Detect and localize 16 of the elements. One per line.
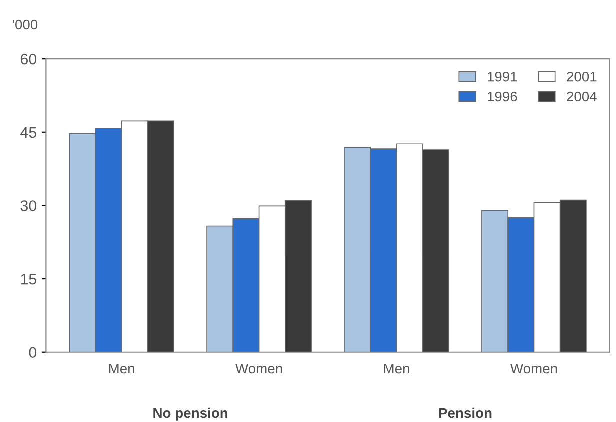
legend-label: 1996: [488, 92, 518, 102]
legend-label: 1991: [488, 72, 518, 82]
x-tick-label: Men: [109, 364, 134, 374]
y-tick-label: 30: [20, 200, 37, 212]
x-tick-label: Men: [384, 364, 410, 374]
x-tick-label: Women: [236, 364, 282, 374]
y-axis-title: '000: [13, 20, 38, 30]
x-tick-label: Women: [510, 364, 558, 374]
y-tick-label: 60: [20, 54, 37, 65]
text: No pension: [154, 408, 228, 421]
y-tick-label: 0: [29, 347, 37, 358]
legend-label: 2001: [567, 72, 597, 82]
legend-label: 2004: [567, 92, 597, 102]
y-tick-label: 15: [21, 274, 37, 285]
y-tick-label: 45: [20, 127, 37, 138]
text: Pension: [439, 408, 492, 418]
